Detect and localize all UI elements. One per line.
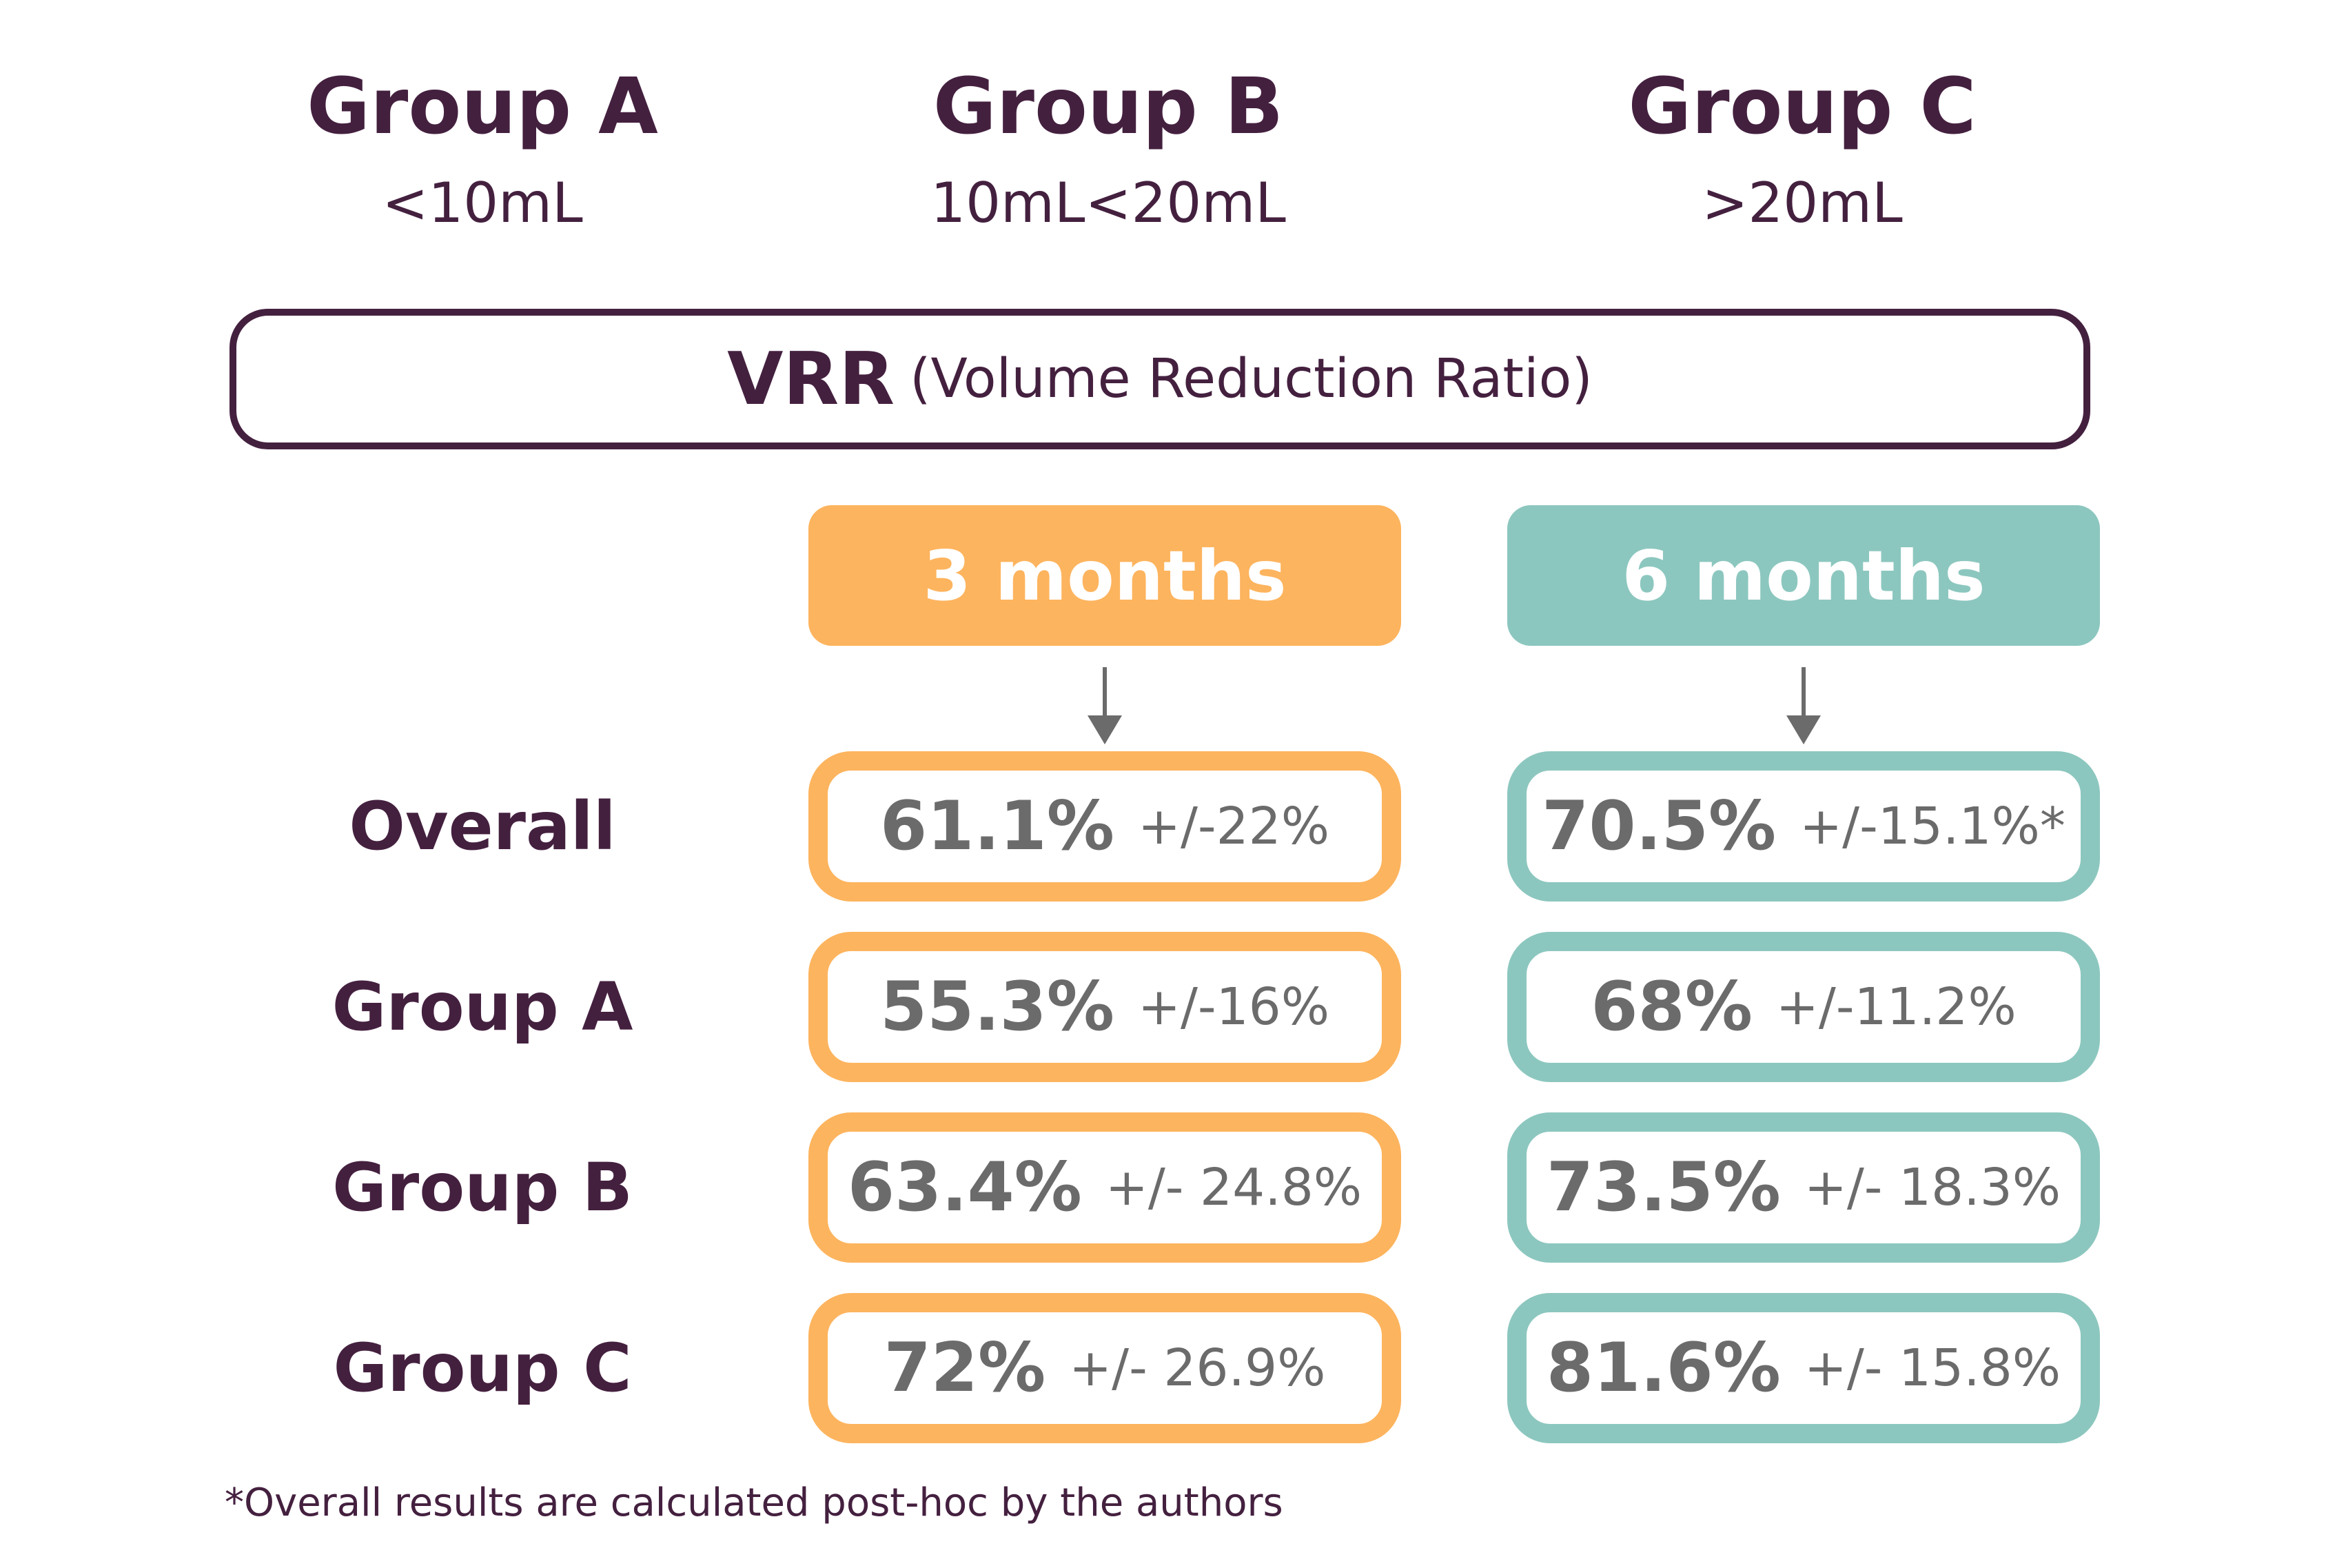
cell-group-b-6-months: 73.5% +/- 18.3% [1507,1112,2100,1263]
three-months-header: 3 months [808,505,1401,646]
down-arrow-icon [1088,667,1122,744]
cell-value: 68% [1591,968,1753,1046]
row-label-overall: Overall [349,788,616,865]
group-a-header: Group A <10mL [241,55,724,245]
cell-value: 81.6% [1546,1329,1781,1407]
cell-sd: +/-16% [1137,977,1330,1037]
cell-value: 61.1% [879,787,1114,866]
group-c-name: Group C [1628,62,1977,152]
group-c-header: Group C >20mL [1561,55,2043,245]
cell-group-c-3-months: 72% +/- 26.9% [808,1293,1401,1443]
cell-sd: +/-15.1%* [1799,797,2065,856]
cell-value: 55.3% [879,968,1114,1046]
cell-group-a-3-months: 55.3% +/-16% [808,932,1401,1082]
cell-group-a-6-months: 68% +/-11.2% [1507,932,2100,1082]
group-c-range: >20mL [1702,171,1903,235]
cell-sd: +/- 24.8% [1105,1158,1363,1217]
cell-value: 70.5% [1542,787,1777,866]
footnote: *Overall results are calculated post-hoc… [225,1480,1283,1525]
row-label-group-b: Group B [332,1149,633,1226]
cell-sd: +/- 26.9% [1069,1338,1326,1398]
group-b-name: Group B [932,62,1284,152]
down-arrow-icon [1786,667,1821,744]
six-months-header: 6 months [1507,505,2100,646]
vrr-banner: VRR (Volume Reduction Ratio) [229,309,2090,449]
vrr-full-name: (Volume Reduction Ratio) [910,348,1593,410]
group-a-range: <10mL [382,171,583,235]
cell-sd: +/- 15.8% [1804,1338,2061,1398]
cell-sd: +/-22% [1137,797,1330,856]
cell-value: 72% [884,1329,1046,1407]
cell-group-c-6-months: 81.6% +/- 15.8% [1507,1293,2100,1443]
group-a-name: Group A [307,62,658,152]
group-b-range: 10mL<20mL [930,171,1286,235]
cell-value: 73.5% [1546,1148,1781,1227]
cell-overall-3-months: 61.1% +/-22% [808,751,1401,902]
cell-sd: +/- 18.3% [1804,1158,2061,1217]
cell-value: 63.4% [847,1148,1082,1227]
vrr-abbr: VRR [727,337,895,421]
group-b-header: Group B 10mL<20mL [867,55,1349,245]
cell-overall-6-months: 70.5% +/-15.1%* [1507,751,2100,902]
row-label-group-a: Group A [331,968,633,1046]
row-label-group-c: Group C [333,1330,632,1407]
cell-group-b-3-months: 63.4% +/- 24.8% [808,1112,1401,1263]
cell-sd: +/-11.2% [1775,977,2017,1037]
